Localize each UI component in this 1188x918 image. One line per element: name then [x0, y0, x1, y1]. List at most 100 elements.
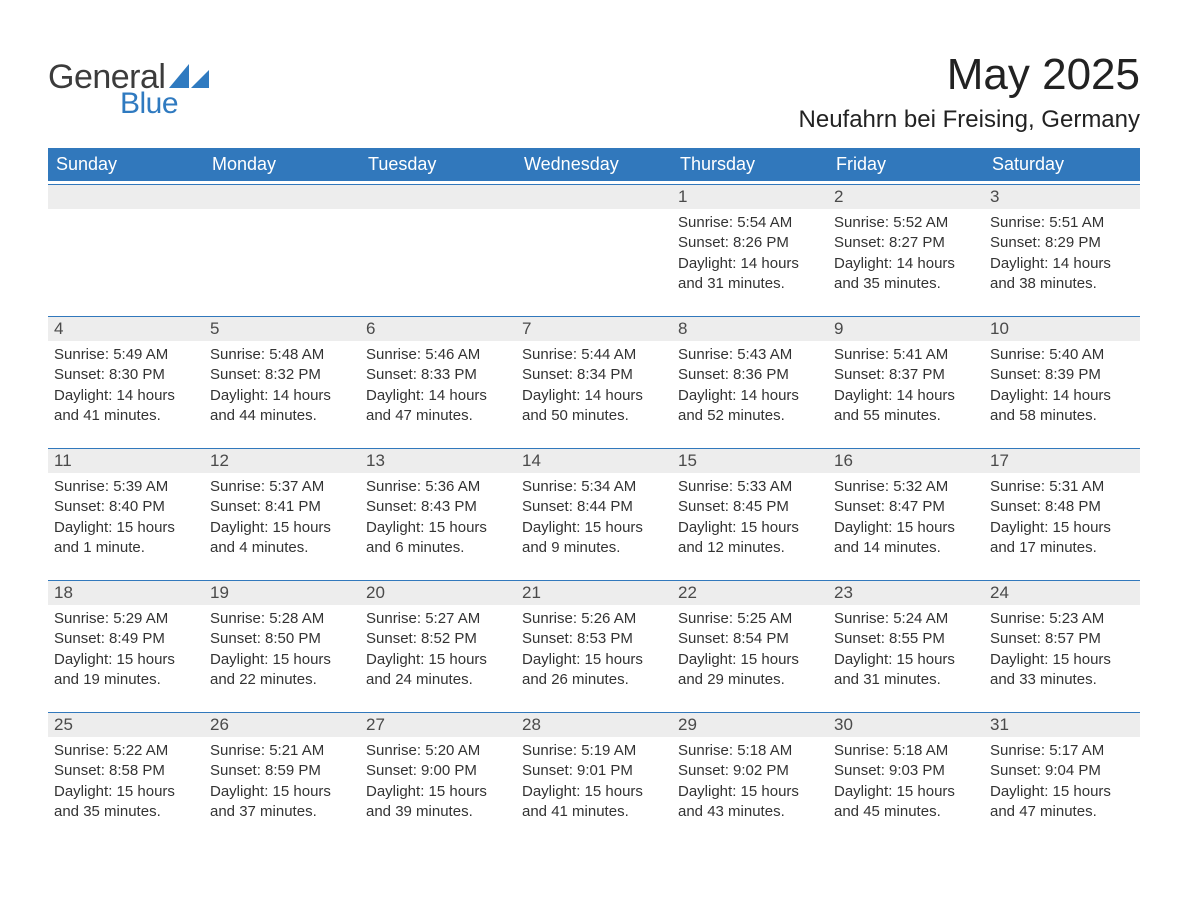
sunrise-text: Sunrise: 5:37 AM	[210, 477, 354, 497]
calendar-day-cell: 8Sunrise: 5:43 AMSunset: 8:36 PMDaylight…	[672, 315, 828, 447]
sunrise-text: Sunrise: 5:17 AM	[990, 741, 1134, 761]
sunset-text: Sunset: 8:52 PM	[366, 629, 510, 649]
sunrise-text: Sunrise: 5:34 AM	[522, 477, 666, 497]
day-details: Sunrise: 5:39 AMSunset: 8:40 PMDaylight:…	[48, 473, 204, 562]
sunset-text: Sunset: 8:40 PM	[54, 497, 198, 517]
day-details: Sunrise: 5:51 AMSunset: 8:29 PMDaylight:…	[984, 209, 1140, 298]
day-details: Sunrise: 5:24 AMSunset: 8:55 PMDaylight:…	[828, 605, 984, 694]
day-number-empty	[48, 184, 204, 209]
daylight-text: Daylight: 14 hours and 31 minutes.	[678, 254, 822, 295]
sunset-text: Sunset: 8:50 PM	[210, 629, 354, 649]
day-details: Sunrise: 5:27 AMSunset: 8:52 PMDaylight:…	[360, 605, 516, 694]
calendar-day-cell: 2Sunrise: 5:52 AMSunset: 8:27 PMDaylight…	[828, 183, 984, 315]
day-number: 7	[516, 316, 672, 341]
day-details: Sunrise: 5:33 AMSunset: 8:45 PMDaylight:…	[672, 473, 828, 562]
calendar-week-row: 4Sunrise: 5:49 AMSunset: 8:30 PMDaylight…	[48, 315, 1140, 447]
sunrise-text: Sunrise: 5:44 AM	[522, 345, 666, 365]
daylight-text: Daylight: 15 hours and 24 minutes.	[366, 650, 510, 691]
calendar-day-cell: 5Sunrise: 5:48 AMSunset: 8:32 PMDaylight…	[204, 315, 360, 447]
sunset-text: Sunset: 8:53 PM	[522, 629, 666, 649]
day-number: 19	[204, 580, 360, 605]
calendar-day-cell: 23Sunrise: 5:24 AMSunset: 8:55 PMDayligh…	[828, 579, 984, 711]
calendar-week-row: 1Sunrise: 5:54 AMSunset: 8:26 PMDaylight…	[48, 183, 1140, 315]
day-number: 13	[360, 448, 516, 473]
day-number: 12	[204, 448, 360, 473]
daylight-text: Daylight: 15 hours and 45 minutes.	[834, 782, 978, 823]
sunset-text: Sunset: 8:32 PM	[210, 365, 354, 385]
calendar-body: 1Sunrise: 5:54 AMSunset: 8:26 PMDaylight…	[48, 183, 1140, 843]
sunset-text: Sunset: 9:02 PM	[678, 761, 822, 781]
sunrise-text: Sunrise: 5:54 AM	[678, 213, 822, 233]
day-number: 23	[828, 580, 984, 605]
brand-blue-text: Blue	[120, 87, 209, 121]
calendar-day-cell: 30Sunrise: 5:18 AMSunset: 9:03 PMDayligh…	[828, 711, 984, 843]
sunrise-text: Sunrise: 5:23 AM	[990, 609, 1134, 629]
day-number-empty	[516, 184, 672, 209]
day-details: Sunrise: 5:37 AMSunset: 8:41 PMDaylight:…	[204, 473, 360, 562]
day-number: 11	[48, 448, 204, 473]
calendar-header-row: SundayMondayTuesdayWednesdayThursdayFrid…	[48, 148, 1140, 183]
calendar-day-cell: 7Sunrise: 5:44 AMSunset: 8:34 PMDaylight…	[516, 315, 672, 447]
calendar-week-row: 11Sunrise: 5:39 AMSunset: 8:40 PMDayligh…	[48, 447, 1140, 579]
day-details: Sunrise: 5:25 AMSunset: 8:54 PMDaylight:…	[672, 605, 828, 694]
day-details: Sunrise: 5:49 AMSunset: 8:30 PMDaylight:…	[48, 341, 204, 430]
calendar-table: SundayMondayTuesdayWednesdayThursdayFrid…	[48, 148, 1140, 843]
weekday-header: Monday	[204, 148, 360, 183]
calendar-day-cell: 6Sunrise: 5:46 AMSunset: 8:33 PMDaylight…	[360, 315, 516, 447]
calendar-day-cell: 3Sunrise: 5:51 AMSunset: 8:29 PMDaylight…	[984, 183, 1140, 315]
day-details: Sunrise: 5:23 AMSunset: 8:57 PMDaylight:…	[984, 605, 1140, 694]
daylight-text: Daylight: 14 hours and 52 minutes.	[678, 386, 822, 427]
sunrise-text: Sunrise: 5:48 AM	[210, 345, 354, 365]
weekday-header: Friday	[828, 148, 984, 183]
sunset-text: Sunset: 8:55 PM	[834, 629, 978, 649]
weekday-header: Sunday	[48, 148, 204, 183]
day-details: Sunrise: 5:48 AMSunset: 8:32 PMDaylight:…	[204, 341, 360, 430]
sunrise-text: Sunrise: 5:24 AM	[834, 609, 978, 629]
sunset-text: Sunset: 8:34 PM	[522, 365, 666, 385]
day-details: Sunrise: 5:19 AMSunset: 9:01 PMDaylight:…	[516, 737, 672, 826]
calendar-day-cell: 15Sunrise: 5:33 AMSunset: 8:45 PMDayligh…	[672, 447, 828, 579]
day-number: 21	[516, 580, 672, 605]
day-number: 26	[204, 712, 360, 737]
sunrise-text: Sunrise: 5:28 AM	[210, 609, 354, 629]
calendar-day-cell: 4Sunrise: 5:49 AMSunset: 8:30 PMDaylight…	[48, 315, 204, 447]
page: General Blue May 2025 Neufahrn bei Freis…	[0, 0, 1188, 883]
daylight-text: Daylight: 15 hours and 47 minutes.	[990, 782, 1134, 823]
calendar-week-row: 25Sunrise: 5:22 AMSunset: 8:58 PMDayligh…	[48, 711, 1140, 843]
day-details: Sunrise: 5:21 AMSunset: 8:59 PMDaylight:…	[204, 737, 360, 826]
sunrise-text: Sunrise: 5:40 AM	[990, 345, 1134, 365]
weekday-header: Wednesday	[516, 148, 672, 183]
sunset-text: Sunset: 8:58 PM	[54, 761, 198, 781]
day-number: 17	[984, 448, 1140, 473]
day-number: 27	[360, 712, 516, 737]
calendar-day-cell: 21Sunrise: 5:26 AMSunset: 8:53 PMDayligh…	[516, 579, 672, 711]
daylight-text: Daylight: 15 hours and 33 minutes.	[990, 650, 1134, 691]
sunrise-text: Sunrise: 5:19 AM	[522, 741, 666, 761]
sunset-text: Sunset: 8:30 PM	[54, 365, 198, 385]
brand-logo: General Blue	[48, 58, 209, 121]
calendar-day-cell: 17Sunrise: 5:31 AMSunset: 8:48 PMDayligh…	[984, 447, 1140, 579]
calendar-day-cell	[204, 183, 360, 315]
sunrise-text: Sunrise: 5:20 AM	[366, 741, 510, 761]
day-number-empty	[360, 184, 516, 209]
sunrise-text: Sunrise: 5:43 AM	[678, 345, 822, 365]
sunset-text: Sunset: 8:44 PM	[522, 497, 666, 517]
location-subtitle: Neufahrn bei Freising, Germany	[799, 106, 1140, 134]
daylight-text: Daylight: 15 hours and 29 minutes.	[678, 650, 822, 691]
sunrise-text: Sunrise: 5:52 AM	[834, 213, 978, 233]
sunrise-text: Sunrise: 5:33 AM	[678, 477, 822, 497]
day-number-empty	[204, 184, 360, 209]
weekday-header: Thursday	[672, 148, 828, 183]
calendar-day-cell: 16Sunrise: 5:32 AMSunset: 8:47 PMDayligh…	[828, 447, 984, 579]
daylight-text: Daylight: 15 hours and 19 minutes.	[54, 650, 198, 691]
sunset-text: Sunset: 8:43 PM	[366, 497, 510, 517]
sunset-text: Sunset: 8:45 PM	[678, 497, 822, 517]
sunrise-text: Sunrise: 5:39 AM	[54, 477, 198, 497]
daylight-text: Daylight: 15 hours and 39 minutes.	[366, 782, 510, 823]
day-number: 30	[828, 712, 984, 737]
day-details: Sunrise: 5:34 AMSunset: 8:44 PMDaylight:…	[516, 473, 672, 562]
day-details: Sunrise: 5:52 AMSunset: 8:27 PMDaylight:…	[828, 209, 984, 298]
daylight-text: Daylight: 15 hours and 1 minute.	[54, 518, 198, 559]
sunrise-text: Sunrise: 5:25 AM	[678, 609, 822, 629]
sunrise-text: Sunrise: 5:49 AM	[54, 345, 198, 365]
